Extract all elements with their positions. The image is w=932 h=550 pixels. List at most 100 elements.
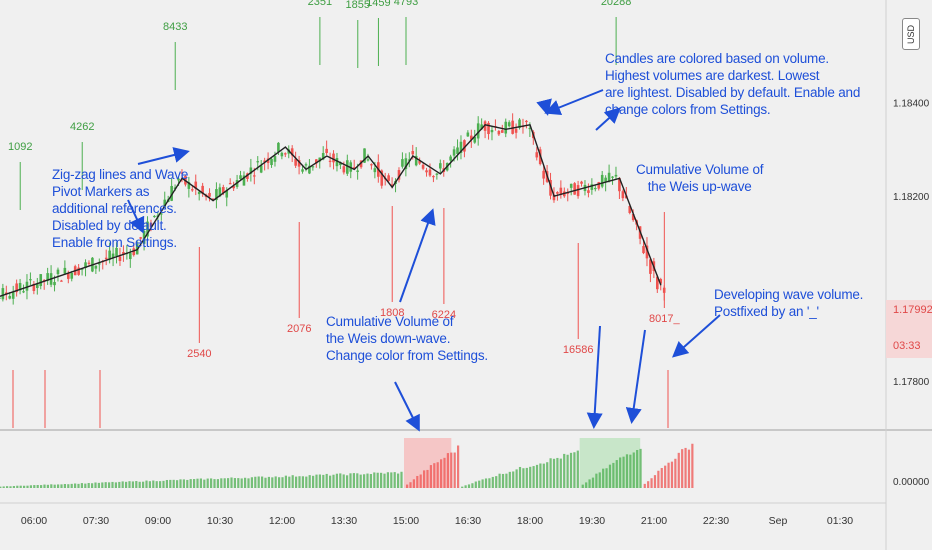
volume-bar (84, 483, 87, 488)
volume-bar (512, 471, 515, 488)
candle-body (411, 151, 415, 155)
candle-body (290, 148, 294, 156)
volume-bar (210, 478, 213, 488)
annotation-zigzag: Zig-zag lines and Wave Pivot Markers as … (52, 167, 189, 250)
annotation-arrow (586, 325, 603, 429)
volume-bar (131, 481, 134, 488)
candle-body (263, 160, 266, 162)
volume-bar (135, 481, 138, 488)
volume-bar (339, 473, 342, 488)
candle-body (132, 248, 136, 256)
candle-body (249, 167, 253, 174)
candle-body (459, 141, 463, 154)
annotation-developing: Developing wave volume. Postfixed by an … (714, 287, 864, 319)
candle-body (569, 183, 573, 188)
volume-bar (474, 481, 477, 488)
candle-body (67, 273, 70, 279)
candle-body (225, 190, 229, 198)
down-wave-volume-label: 16586 (563, 344, 594, 356)
volume-bar (159, 481, 162, 488)
volume-bar (369, 474, 372, 488)
volume-bar (629, 454, 632, 488)
candle-body (645, 245, 649, 259)
x-tick-label: 22:30 (703, 515, 729, 527)
volume-bar (670, 461, 674, 488)
volume-bar (346, 475, 349, 488)
candle-body (346, 160, 349, 174)
volume-wick-lines (12, 17, 669, 428)
volume-bar (380, 472, 383, 488)
volume-bar (43, 484, 46, 488)
volume-bar (446, 453, 449, 488)
candle-body (425, 170, 428, 173)
candle-body (504, 121, 508, 134)
candle-body (218, 187, 222, 197)
candle-body (242, 175, 246, 186)
x-tick-label: 21:00 (641, 515, 667, 527)
candle-body (507, 122, 511, 127)
volume-bar (142, 481, 145, 488)
volume-bar (650, 478, 653, 488)
volume-bar (57, 484, 60, 488)
volume-bar (501, 473, 505, 488)
candle-body (153, 215, 156, 218)
volume-bar (50, 484, 53, 488)
candle-body (642, 246, 645, 254)
volume-bar (193, 479, 196, 488)
volume-bar (471, 483, 474, 488)
volume-bar (363, 474, 366, 488)
annotation-downwave: Cumulative Volume of the Weis down-wave.… (326, 314, 488, 363)
candle-body (518, 119, 521, 128)
volume-bar (145, 480, 148, 488)
candle-body (36, 284, 39, 289)
volume-bar (33, 485, 36, 488)
candle-body (656, 276, 659, 290)
annotation-arrow (672, 314, 721, 358)
down-wave-volume-label: 8017_ (649, 313, 680, 325)
volume-bar (261, 476, 264, 488)
candle-body (98, 263, 101, 265)
volume-bar (349, 473, 352, 488)
volume-bar (573, 452, 576, 488)
candle-body (208, 192, 211, 197)
candle-body (421, 164, 425, 169)
candle-body (397, 170, 401, 180)
candle-body (621, 191, 625, 199)
candle-body (401, 159, 404, 167)
candle-body (311, 166, 315, 168)
volume-bar (559, 458, 562, 488)
volume-bar (376, 472, 379, 488)
candle-body (29, 279, 32, 281)
volume-bar (677, 452, 680, 488)
volume-bar (390, 472, 393, 488)
volume-bar (443, 457, 446, 488)
currency-button[interactable]: USD (902, 18, 920, 50)
volume-bar (409, 482, 412, 488)
candle-body (597, 182, 601, 189)
volume-bar (94, 482, 97, 488)
volume-bar (608, 464, 612, 488)
candle-body (111, 253, 115, 258)
candle-body (197, 191, 201, 195)
volume-bar (67, 484, 70, 488)
candle-body (328, 160, 332, 162)
volume-bar (216, 479, 219, 488)
candle-body (587, 190, 590, 193)
volume-bar (566, 454, 569, 488)
volume-bar (244, 477, 247, 488)
candle-body (659, 279, 663, 284)
candle-body (0, 297, 1, 299)
x-tick-label: 01:30 (827, 515, 853, 527)
volume-bar (532, 466, 535, 488)
volume-bar (155, 481, 158, 488)
volume-bar (625, 454, 629, 488)
candle-body (552, 194, 556, 201)
volume-bar (220, 478, 223, 488)
candle-body (559, 187, 563, 195)
volume-bar (121, 481, 124, 488)
up-wave-volume-label: 8433 (163, 21, 187, 33)
volume-bar (274, 476, 277, 488)
volume-bar (223, 478, 226, 488)
candle-body (170, 185, 173, 201)
candle-body (277, 142, 280, 152)
